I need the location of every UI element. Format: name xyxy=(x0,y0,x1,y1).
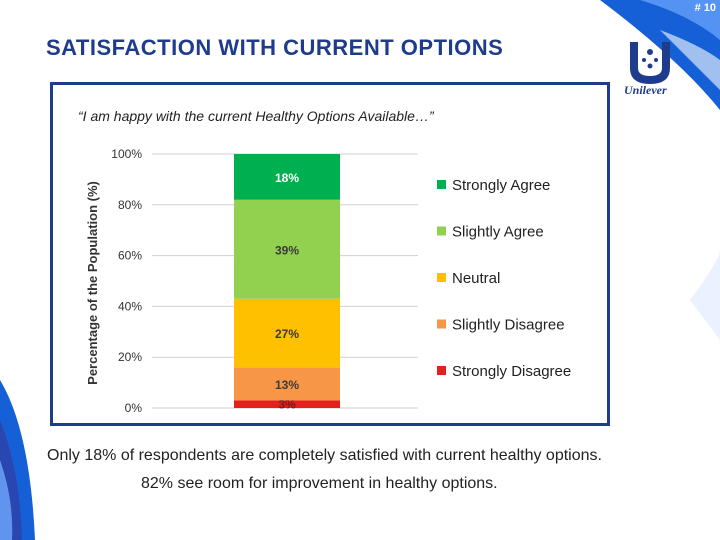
legend-label-slightly-disagree: Slightly Disagree xyxy=(452,317,565,334)
footnote-improvement: 82% see room for improvement in healthy … xyxy=(141,475,498,492)
data-label-neutral: 27% xyxy=(275,327,299,341)
legend-label-slightly-agree: Slightly Agree xyxy=(452,224,544,241)
data-label-strongly-agree: 18% xyxy=(275,171,299,185)
y-tick-label: 80% xyxy=(118,198,142,212)
legend-swatch-strongly-agree xyxy=(437,180,446,189)
bar-segment-strongly-disagree xyxy=(234,400,340,408)
y-tick-label: 20% xyxy=(118,350,142,364)
legend-label-neutral: Neutral xyxy=(452,270,500,287)
legend-label-strongly-disagree: Strongly Disagree xyxy=(452,363,571,380)
bar-segment-slightly-disagree xyxy=(234,367,340,401)
bar-segment-neutral xyxy=(234,298,340,368)
logo-text: Unilever xyxy=(624,83,667,97)
slide-title: SATISFACTION WITH CURRENT OPTIONS xyxy=(46,35,504,60)
y-tick-label: 100% xyxy=(111,147,142,161)
y-tick-label: 60% xyxy=(118,249,142,263)
legend-swatch-slightly-agree xyxy=(437,226,446,236)
legend-swatch-neutral xyxy=(437,273,446,282)
bar-segment-strongly-agree xyxy=(234,154,340,200)
data-label-slightly-disagree: 13% xyxy=(275,378,299,392)
legend-swatch-strongly-disagree xyxy=(437,366,446,375)
unilever-logo-icon xyxy=(630,42,670,84)
legend-label-strongly-agree: Strongly Agree xyxy=(452,177,550,194)
y-tick-label: 40% xyxy=(118,299,142,313)
chart-subtitle: “I am happy with the current Healthy Opt… xyxy=(78,108,434,124)
slide-number: # 10 xyxy=(694,2,716,14)
data-label-strongly-disagree: 3% xyxy=(278,397,296,411)
footnote-satisfied: Only 18% of respondents are completely s… xyxy=(47,447,602,464)
legend-swatch-slightly-disagree xyxy=(437,319,446,329)
bar-segment-slightly-agree xyxy=(234,199,340,299)
y-axis-label: Percentage of the Population (%) xyxy=(85,181,100,385)
y-tick-label: 0% xyxy=(125,401,143,415)
data-label-slightly-agree: 39% xyxy=(275,243,299,257)
